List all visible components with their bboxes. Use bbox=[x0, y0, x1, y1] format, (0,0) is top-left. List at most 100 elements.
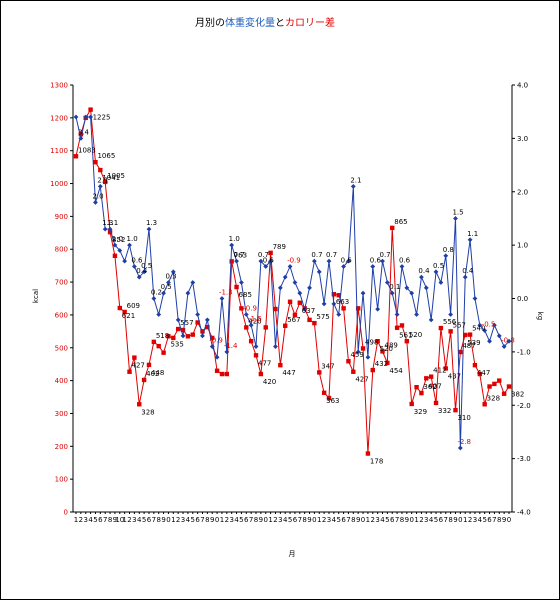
calorie-data-label: 621 bbox=[122, 312, 135, 320]
weight-data-label: 0.6 bbox=[370, 256, 382, 264]
calorie-point bbox=[312, 320, 317, 326]
weight-point bbox=[97, 184, 103, 189]
x-tick-label: 4 bbox=[186, 516, 191, 524]
weight-point bbox=[263, 264, 269, 269]
x-tick-label: 3 bbox=[278, 516, 282, 524]
calorie-point bbox=[127, 369, 132, 374]
weight-data-label: 0.7 bbox=[258, 251, 269, 259]
calorie-data-label: 407 bbox=[428, 382, 441, 390]
weight-point bbox=[321, 301, 327, 307]
weight-data-label: 1.1 bbox=[107, 219, 118, 227]
calorie-data-label: 557 bbox=[180, 319, 193, 327]
calorie-data-label: 477 bbox=[258, 359, 271, 367]
weight-data-label: 0.6 bbox=[131, 256, 143, 264]
calorie-data-label: 347 bbox=[321, 362, 334, 370]
calorie-point bbox=[171, 335, 176, 341]
x-tick-label: 1 bbox=[268, 516, 272, 524]
calorie-data-label: 427 bbox=[132, 362, 145, 370]
calorie-line bbox=[75, 108, 510, 454]
weight-point bbox=[131, 264, 137, 269]
x-tick-label: 8 bbox=[302, 516, 306, 524]
x-tick-label: 4 bbox=[234, 516, 239, 524]
calorie-point bbox=[326, 395, 332, 401]
weight-point bbox=[170, 269, 176, 275]
x-tick-label: 0 bbox=[409, 516, 413, 524]
x-tick-label: 5 bbox=[142, 516, 146, 524]
calorie-point bbox=[409, 401, 414, 407]
x-tick-label: 4 bbox=[429, 516, 434, 524]
weight-point bbox=[409, 290, 415, 296]
x-tick-label: 1 bbox=[171, 516, 175, 524]
y-right-tick-label: 0.0 bbox=[517, 295, 528, 303]
weight-point bbox=[209, 344, 215, 349]
x-tick-label: 0 bbox=[458, 516, 462, 524]
x-tick-label: 4 bbox=[88, 516, 93, 524]
calorie-point bbox=[433, 400, 439, 406]
weight-data-label: 0.7 bbox=[234, 251, 245, 259]
calorie-data-label: 448 bbox=[151, 369, 164, 377]
calorie-point bbox=[438, 325, 444, 331]
x-tick-label: 0 bbox=[507, 516, 511, 524]
calorie-point bbox=[132, 355, 137, 360]
x-tick-label: 0 bbox=[215, 516, 219, 524]
weight-point bbox=[453, 216, 458, 221]
calorie-point bbox=[351, 369, 356, 374]
calorie-point bbox=[117, 305, 122, 311]
y-left-tick-label: 200 bbox=[55, 443, 68, 451]
calorie-point bbox=[234, 284, 239, 290]
calorie-data-label: 637 bbox=[302, 307, 315, 315]
x-tick-label: 7 bbox=[200, 516, 204, 524]
weight-point bbox=[477, 322, 483, 328]
weight-data-label: 0.5 bbox=[161, 283, 172, 291]
weight-point bbox=[161, 290, 166, 296]
weight-data-label: 0.4 bbox=[136, 267, 148, 275]
calorie-point bbox=[141, 377, 147, 383]
calorie-data-label: 447 bbox=[282, 369, 295, 377]
calorie-data-label: 789 bbox=[273, 243, 286, 251]
weight-point bbox=[341, 264, 346, 269]
weight-data-label: 0.7 bbox=[326, 251, 337, 259]
calorie-point bbox=[107, 229, 113, 235]
calorie-point bbox=[419, 390, 424, 396]
weight-point bbox=[462, 274, 468, 280]
calorie-data-label: 663 bbox=[336, 298, 349, 306]
weight-point bbox=[141, 269, 147, 275]
calorie-data-label: 459 bbox=[350, 351, 363, 359]
calorie-point bbox=[497, 378, 502, 383]
y-left-tick-label: 700 bbox=[55, 279, 68, 287]
calorie-point bbox=[370, 367, 375, 373]
calorie-point bbox=[244, 325, 249, 330]
calorie-data-label: 332 bbox=[438, 407, 451, 415]
x-tick-label: 3 bbox=[327, 516, 331, 524]
weight-point bbox=[78, 135, 84, 141]
calorie-data-label: 520 bbox=[409, 331, 422, 339]
x-tick-label: 3 bbox=[181, 516, 185, 524]
x-tick-label: 8 bbox=[351, 516, 355, 524]
calorie-data-label: 329 bbox=[414, 408, 427, 416]
weight-point bbox=[102, 226, 108, 232]
weight-point bbox=[355, 349, 361, 355]
weight-point bbox=[73, 114, 79, 120]
weight-point bbox=[117, 248, 123, 253]
weight-data-label: 1.3 bbox=[146, 219, 157, 227]
weight-point bbox=[302, 306, 308, 312]
calorie-point bbox=[195, 320, 200, 325]
weight-point bbox=[448, 312, 454, 317]
weight-point bbox=[219, 296, 225, 301]
weight-point bbox=[146, 226, 152, 232]
calorie-point bbox=[453, 407, 458, 413]
weight-data-label: 1.5 bbox=[452, 208, 463, 216]
weight-point bbox=[506, 338, 512, 344]
calorie-data-label: 427 bbox=[355, 376, 368, 384]
weight-point bbox=[156, 312, 162, 317]
x-tick-label: 1 bbox=[366, 516, 370, 524]
weight-point bbox=[487, 338, 492, 344]
weight-line bbox=[75, 116, 510, 448]
title-part-3: カロリー差 bbox=[285, 16, 335, 29]
calorie-point bbox=[321, 390, 327, 395]
calorie-point bbox=[102, 179, 108, 185]
weight-point bbox=[93, 200, 98, 205]
calorie-point bbox=[317, 370, 322, 375]
calorie-point bbox=[365, 451, 371, 456]
weight-point bbox=[394, 312, 400, 317]
